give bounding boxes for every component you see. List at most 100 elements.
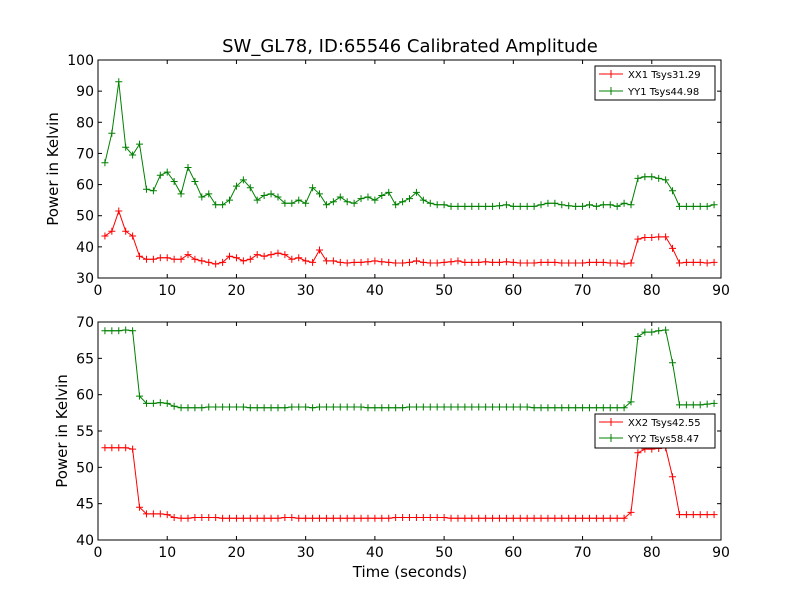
data-point [433,403,441,411]
data-point [579,259,587,267]
data-point [703,400,711,408]
data-point [669,473,677,481]
data-point [516,403,524,411]
top-panel-legend-entry-xx1: XX1 Tsys31.29 [599,70,701,81]
data-point [551,514,559,522]
data-point [336,193,344,201]
data-point [482,258,490,266]
data-point [371,404,379,412]
bottom-panel-series-yy2 [101,326,718,412]
data-point [343,259,351,267]
y-tick-label: 80 [76,115,94,131]
data-point [212,201,220,209]
data-point [399,198,407,206]
data-point [260,514,268,522]
data-point [634,174,642,182]
data-point [585,201,593,209]
data-point [669,244,677,252]
data-point [558,201,566,209]
data-point [288,403,296,411]
bottom-panel-series-xx2 [101,444,718,522]
data-point [572,404,580,412]
y-tick-label: 100 [67,53,94,69]
data-point [122,227,130,235]
data-point [412,513,420,521]
data-point [516,259,524,267]
data-point [260,191,268,199]
data-point [295,254,303,262]
data-point [274,514,282,522]
data-point [371,196,379,204]
data-point [475,403,483,411]
data-point [232,254,240,262]
data-point [184,514,192,522]
data-point [122,326,130,334]
data-point [454,403,462,411]
data-point [579,404,587,412]
data-point [599,514,607,522]
bottom-panel: Power in Kelvin Time (seconds) 0 10 20 30 40… [53,315,730,581]
data-point [170,513,178,521]
data-point [316,246,324,254]
data-point [426,403,434,411]
data-point [641,328,649,336]
data-point [406,513,413,521]
data-point [551,404,559,412]
data-point [585,258,593,266]
data-point [558,404,566,412]
data-point [433,259,441,267]
data-point [523,202,531,210]
data-point [156,254,164,262]
data-point [136,503,144,511]
data-point [627,201,635,209]
data-point [419,513,427,521]
data-point [419,258,427,266]
data-point [544,404,552,412]
data-point [489,202,497,210]
data-point [142,185,150,193]
data-point [115,78,123,86]
data-point [662,233,670,241]
data-point [156,510,164,518]
data-point [239,257,247,265]
data-point [419,403,427,411]
data-point [634,449,642,457]
data-point [329,403,337,411]
data-point [253,251,261,259]
data-point [322,514,330,522]
data-point [440,201,448,209]
data-point [329,257,337,265]
data-point [703,511,711,519]
y-tick-label: 65 [76,351,94,367]
bottom-panel-legend-box [594,413,716,449]
data-point [329,198,337,206]
data-point [655,327,663,335]
data-point [606,514,614,522]
data-point [468,403,476,411]
top-panel: Power in Kelvin 0 10 20 30 40 50 60 70 80 90 30 40 5… [44,53,730,299]
data-point [606,201,614,209]
data-point [295,196,303,204]
data-point [461,514,469,522]
data-point [322,403,330,411]
data-point [226,403,234,411]
legend-label-yy2: YY2 Tsys58.47 [627,434,699,445]
data-point [212,513,220,521]
data-point [516,202,524,210]
data-point [447,258,455,266]
data-point [378,191,386,199]
data-point [364,404,372,412]
data-point [454,514,462,522]
data-point [309,514,317,522]
data-point [544,514,552,522]
y-tick-label: 50 [76,209,94,225]
data-point [205,258,213,266]
data-point [489,258,497,266]
data-point [232,182,240,190]
data-point [316,190,324,198]
data-point [198,193,206,201]
x-tick-label: 60 [504,283,522,299]
data-point [537,201,545,209]
data-point [212,403,220,411]
data-point [302,199,310,207]
